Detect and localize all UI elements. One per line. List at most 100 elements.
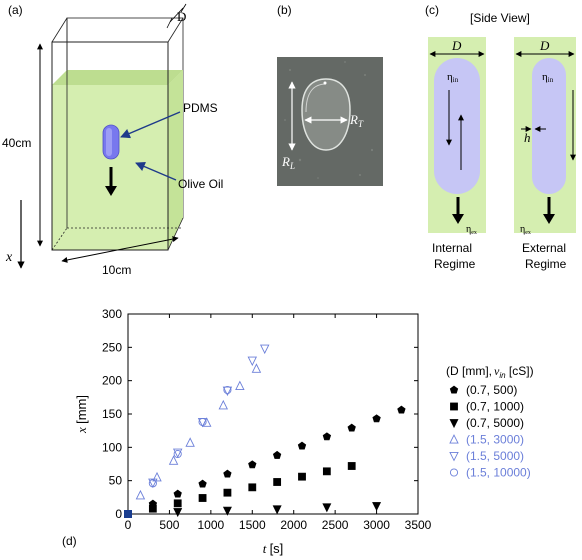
data-point [251, 363, 262, 373]
x-direction-label: x [5, 250, 13, 265]
data-point [259, 344, 270, 355]
data-point [168, 455, 179, 465]
internal-d-label: D [451, 38, 462, 53]
data-point [297, 441, 307, 450]
data-point [223, 469, 232, 478]
data-point [173, 449, 182, 459]
data-point [449, 419, 459, 429]
fall-arrow-head [105, 186, 117, 196]
gap-h-label: h [524, 130, 531, 145]
tank-edge [167, 17, 184, 43]
y-tick-label: 50 [109, 474, 123, 488]
data-point [185, 437, 195, 447]
panel-a: (a) D 40cm 10cm x [2, 3, 223, 277]
x-tick-label: 1500 [239, 518, 266, 532]
y-tick-label: 150 [102, 407, 122, 421]
legend-entry: (0.7, 500) [466, 383, 517, 397]
data-point [235, 380, 245, 391]
external-regime-line2: Regime [525, 257, 567, 271]
scatter-chart: 0 500 1000 1500 2000 2500 3000 3500 0 50 100 150 200… [74, 307, 432, 556]
side-view-title: [Side View] [470, 11, 530, 25]
data-point [198, 417, 207, 427]
x-tick-label: 1000 [198, 518, 225, 532]
data-point [449, 434, 459, 444]
y-axis-label: x [mm] [74, 395, 89, 434]
depth-tick [180, 3, 187, 13]
data-point [247, 356, 258, 367]
x-tick-label: 2000 [280, 518, 307, 532]
internal-regime-line2: Regime [434, 257, 476, 271]
data-point [173, 489, 182, 498]
oil-pointer-arrow [135, 161, 177, 181]
data-point [449, 385, 459, 394]
panel-d-label: (d) [62, 534, 77, 548]
data-point [397, 405, 406, 414]
y-tick-label: 300 [102, 307, 122, 321]
pdms-label: PDMS [183, 101, 218, 115]
depth-dimension-line [169, 7, 184, 23]
external-d-label: D [539, 38, 550, 53]
chart-legend: (D [mm], vin [cS]) (0.7, 500) (0.7, 1000) (0… [446, 364, 534, 480]
x-tick-label: 500 [159, 518, 179, 532]
external-eta-in: ηin [542, 71, 554, 84]
oil-top-surface [52, 70, 183, 85]
panel-d: (d) 0 500 1000 1500 2000 2500 3000 3500 0 50 100 15… [62, 307, 534, 556]
height-label: 40cm [2, 136, 31, 150]
data-point [198, 494, 207, 502]
droplet-photo [301, 78, 351, 151]
x-tick-label: 3000 [363, 518, 390, 532]
legend-entry: (0.7, 5000) [466, 416, 524, 430]
data-point [152, 471, 162, 482]
panel-c: (c) [Side View] D ηin ηex Internal Regim… [425, 3, 576, 271]
oil-label: Olive Oil [178, 177, 223, 191]
data-point [198, 479, 207, 488]
depth-tick [166, 17, 173, 29]
data-point [372, 414, 381, 423]
internal-drop [434, 58, 480, 194]
y-tick-label: 200 [102, 374, 122, 388]
data-point [449, 451, 459, 462]
panel-a-label: (a) [8, 3, 23, 17]
pdms-drop-highlight [106, 128, 112, 156]
panel-b: (b) RL RT [277, 3, 383, 186]
legend-entry: (1.5, 5000) [466, 449, 524, 463]
y-tick-label: 0 [115, 507, 122, 521]
legend-entry: (1.5, 3000) [466, 433, 524, 447]
data-point [148, 478, 158, 489]
panel-b-label: (b) [277, 3, 292, 17]
plot-frame [127, 313, 419, 515]
data-point [347, 462, 356, 470]
data-point [173, 499, 182, 508]
tank-edge [51, 17, 68, 43]
x-tick-label: 2500 [322, 518, 349, 532]
data-point [148, 504, 157, 513]
legend-entry: (0.7, 1000) [466, 400, 524, 414]
rt-label: RT [349, 112, 364, 129]
data-point [322, 503, 332, 513]
legend-title: (D [mm], vin [cS]) [446, 364, 534, 380]
data-point [298, 472, 306, 481]
data-point [148, 479, 157, 488]
data-point [322, 432, 332, 441]
data-point [273, 478, 282, 486]
data-point [347, 423, 356, 432]
droplet-reflection [305, 83, 327, 113]
data-point [449, 468, 459, 477]
x-tick-label: 0 [125, 518, 132, 532]
external-eta-ex: ηex [520, 224, 531, 236]
data-point [272, 505, 282, 515]
data-point [322, 467, 331, 476]
data-point [272, 450, 282, 459]
data-point [218, 399, 229, 410]
width-dimension-arrow [61, 236, 179, 263]
internal-eta-ex: ηex [466, 224, 477, 236]
legend-entry: (1.5, 10000) [466, 466, 531, 480]
data-point [172, 448, 183, 459]
depth-label: D [177, 9, 186, 24]
data-point [450, 402, 458, 411]
data-point [124, 510, 132, 518]
internal-regime-line1: Internal [432, 241, 472, 255]
width-label: 10cm [102, 263, 131, 277]
internal-fall-arrow-head [452, 214, 464, 224]
y-tick-label: 100 [102, 440, 122, 454]
